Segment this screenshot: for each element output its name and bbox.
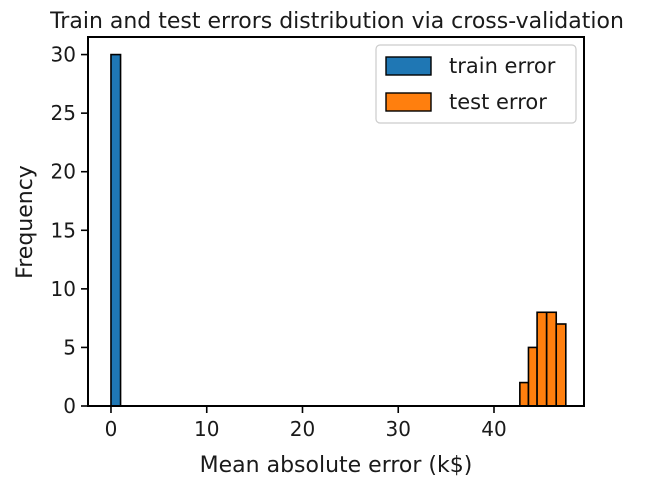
legend-swatch-0 [385, 56, 432, 76]
bars-layer [110, 53, 567, 407]
y-axis-label: Frequency [13, 165, 38, 279]
legend-label-0: train error [449, 54, 556, 78]
y-tick-label: 5 [63, 335, 76, 359]
plot-frame [87, 36, 585, 407]
chart-title: Train and test errors distribution via c… [49, 9, 624, 34]
bar-train-0 [110, 53, 122, 407]
x-tick-label: 40 [481, 417, 506, 441]
x-tick-label: 10 [194, 417, 219, 441]
y-tick-label: 0 [63, 394, 76, 418]
bar-test-0 [519, 381, 530, 407]
legend-label-1: test error [449, 90, 547, 114]
x-axis-label: Mean absolute error (k$) [200, 453, 473, 478]
bar-test-3 [545, 311, 558, 407]
y-tick-label: 30 [51, 43, 76, 67]
y-tick-label: 15 [51, 218, 76, 242]
y-tick-label: 25 [51, 101, 76, 125]
y-tick-label: 20 [51, 160, 76, 184]
legend-swatch-1 [385, 92, 432, 112]
bar-test-2 [536, 311, 548, 407]
x-axis-ticks: 0 10 20 30 40 [105, 406, 507, 441]
y-tick-label: 10 [51, 277, 76, 301]
legend: train error test error [375, 44, 577, 124]
y-axis-ticks: 0 5 10 15 20 25 30 [51, 43, 88, 418]
x-tick-label: 20 [290, 417, 315, 441]
bar-test-4 [555, 323, 567, 407]
x-tick-label: 30 [386, 417, 411, 441]
x-tick-label: 0 [105, 417, 118, 441]
bar-test-1 [527, 346, 538, 407]
